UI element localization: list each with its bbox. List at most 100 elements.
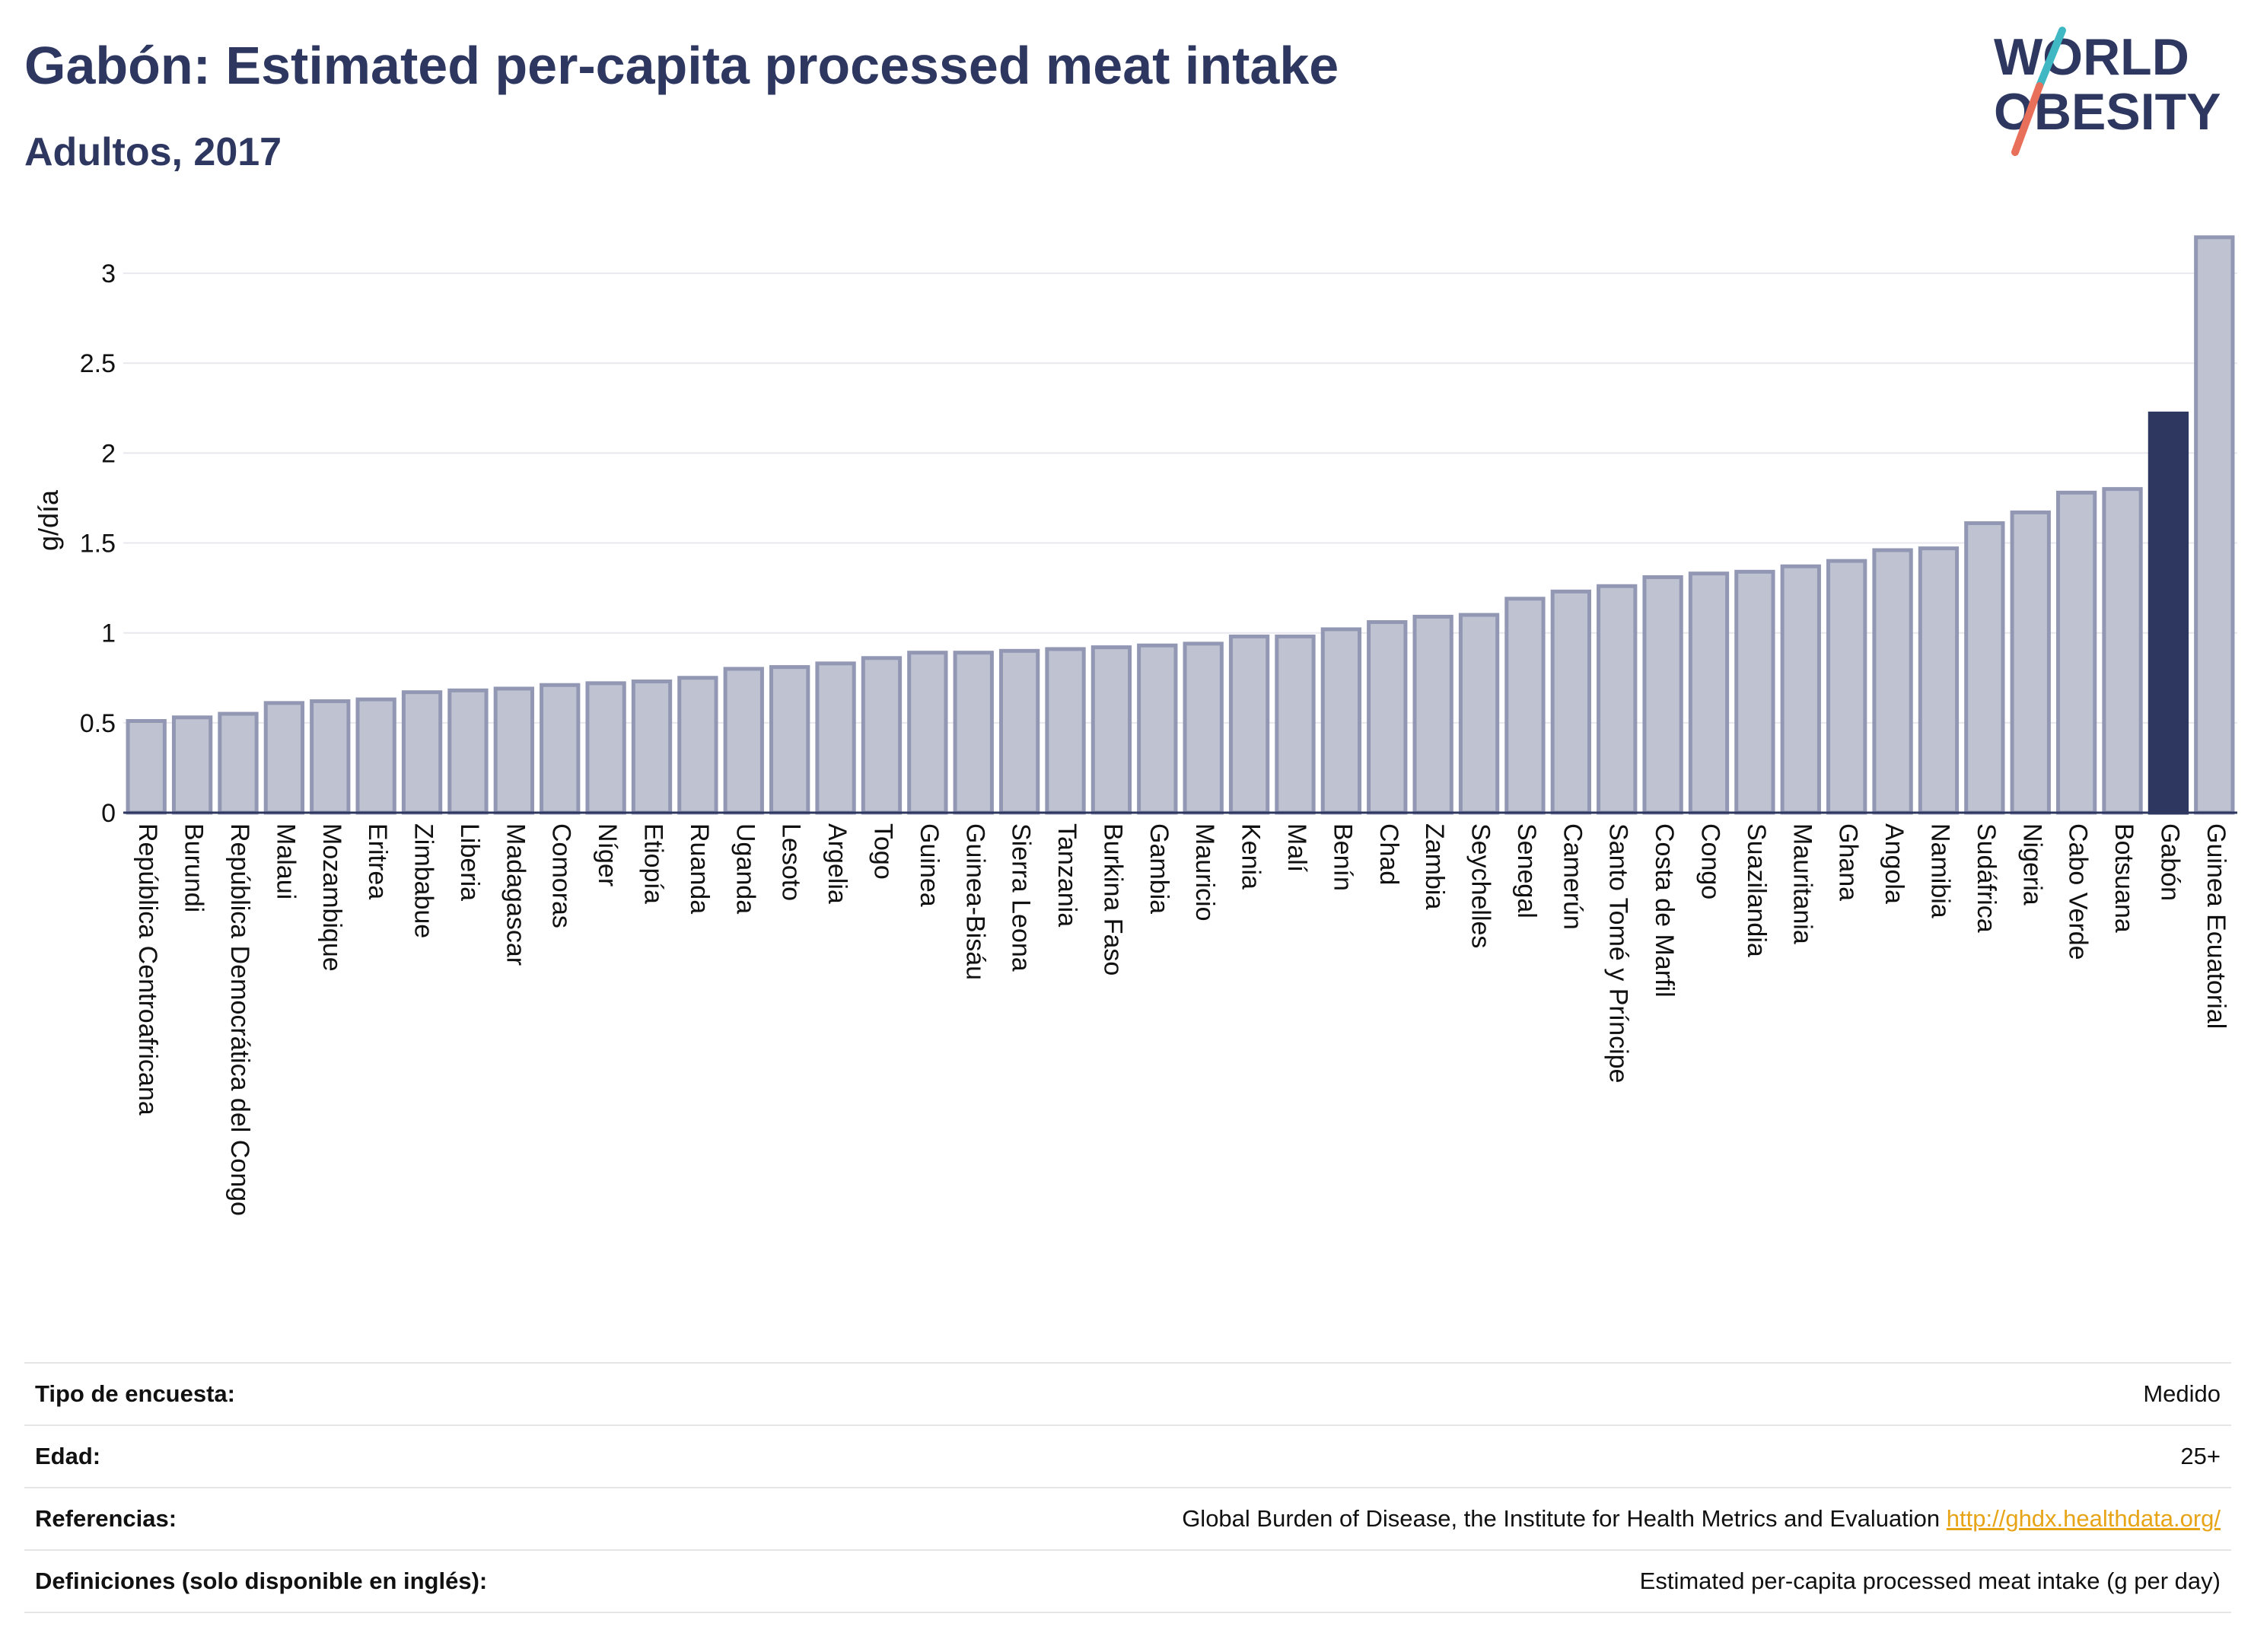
bar xyxy=(2194,235,2235,815)
x-category-label: Senegal xyxy=(1512,823,1541,918)
x-category-label: Santo Tomé y Príncipe xyxy=(1604,823,1633,1083)
x-category-label: Guinea-Bisáu xyxy=(960,823,989,980)
x-category-label: Togo xyxy=(868,823,897,880)
chart-subtitle: Adultos, 2017 xyxy=(24,130,282,174)
bar xyxy=(1826,559,1867,815)
bar xyxy=(723,667,764,815)
bar-chart: 0 0.5 1 1.5 2 2.5 3 República Centroafricana Bu… xyxy=(33,235,2237,1216)
references-label: Referencias: xyxy=(35,1505,177,1532)
bar xyxy=(1090,645,1132,815)
bar xyxy=(401,690,443,815)
bar xyxy=(677,676,718,815)
x-category-label: Comoras xyxy=(547,823,576,928)
bar xyxy=(2055,490,2097,815)
x-category-label: República Democrática del Congo xyxy=(225,823,254,1216)
x-category-label: Gambia xyxy=(1145,823,1173,914)
survey-type-value: Medido xyxy=(2143,1380,2221,1407)
bar xyxy=(1550,589,1591,815)
x-category-label: Lesoto xyxy=(777,823,806,901)
x-category-label: Liberia xyxy=(455,823,484,901)
info-row-survey: Tipo de encuesta: Medido xyxy=(24,1363,2231,1425)
x-category-label: Mauritania xyxy=(1788,823,1816,944)
x-category-label: Guinea xyxy=(915,823,944,907)
x-category-label: Congo xyxy=(1696,823,1725,899)
info-table: Tipo de encuesta: Medido Edad: 25+ Refer… xyxy=(24,1362,2231,1613)
x-category-label: Suazilandia xyxy=(1742,823,1771,957)
y-tick-label: 2 xyxy=(101,439,116,468)
bar xyxy=(998,648,1040,815)
info-row-age: Edad: 25+ xyxy=(24,1425,2231,1488)
logo-line-1: WORLD xyxy=(1994,28,2189,86)
x-category-label: Malí xyxy=(1282,823,1311,873)
y-tick-label: 1.5 xyxy=(80,530,116,559)
x-category-label: Namibia xyxy=(1925,823,1954,918)
bar xyxy=(1642,575,1683,815)
x-category-label: Mozambique xyxy=(317,823,346,972)
definitions-label: Definiciones (solo disponible en inglés)… xyxy=(35,1568,488,1594)
bars xyxy=(126,235,2235,815)
x-category-label: Uganda xyxy=(731,823,759,914)
x-category-label: Mauricio xyxy=(1190,823,1219,921)
world-obesity-logo: WORLD OBESITY xyxy=(1994,27,2221,156)
bar xyxy=(1734,569,1775,815)
references-link[interactable]: http://ghdx.healthdata.org/ xyxy=(1946,1505,2221,1532)
x-category-label: Nigeria xyxy=(2017,823,2046,906)
x-category-label: Chad xyxy=(1374,823,1403,885)
x-category-label: Gabón xyxy=(2155,823,2184,901)
bar xyxy=(1918,546,1960,815)
bar xyxy=(1688,571,1730,815)
bar xyxy=(861,656,903,815)
x-axis-labels: República Centroafricana Burundi República… xyxy=(133,823,2230,1216)
y-tick-label: 3 xyxy=(101,259,116,288)
bar xyxy=(447,688,489,815)
bar xyxy=(2010,510,2051,815)
bar xyxy=(1228,634,1270,815)
y-tick-label: 0 xyxy=(101,799,116,828)
definitions-value: Estimated per-capita processed meat inta… xyxy=(1639,1568,2221,1594)
x-category-label: Sierra Leona xyxy=(1007,823,1036,972)
bar xyxy=(218,711,259,815)
bar xyxy=(907,651,948,815)
bar xyxy=(1137,643,1178,815)
x-category-label: Sudáfrica xyxy=(1972,823,2001,933)
bar xyxy=(493,686,534,815)
chart-title: Gabón: Estimated per-capita processed me… xyxy=(24,36,1339,95)
y-tick-label: 0.5 xyxy=(80,709,116,738)
y-axis-title: g/día xyxy=(33,489,64,551)
age-value: 25+ xyxy=(2180,1443,2221,1469)
survey-type-label: Tipo de encuesta: xyxy=(35,1380,235,1407)
x-category-label: Costa de Marfil xyxy=(1650,823,1679,998)
logo-slash-teal xyxy=(2036,27,2066,90)
x-category-label: Zambia xyxy=(1420,823,1449,909)
x-category-label: Zimbabue xyxy=(409,823,438,938)
x-category-label: Kenia xyxy=(1237,823,1266,890)
x-category-label: Etiopía xyxy=(639,823,668,904)
x-category-label: Angola xyxy=(1880,823,1909,904)
x-category-label: Seychelles xyxy=(1466,823,1495,948)
bar xyxy=(1412,614,1453,815)
bar xyxy=(953,651,994,815)
info-row-references: Referencias: Global Burden of Disease, t… xyxy=(24,1488,2231,1550)
bar xyxy=(585,681,626,815)
x-category-label: Cabo Verde xyxy=(2064,823,2093,960)
bar xyxy=(263,701,305,815)
x-category-label: Tanzania xyxy=(1052,823,1081,927)
bar xyxy=(2148,411,2189,815)
x-category-label: Madagascar xyxy=(501,823,530,966)
y-tick-label: 2.5 xyxy=(80,349,116,378)
y-tick-label: 1 xyxy=(101,619,116,648)
x-category-label: Eritrea xyxy=(363,823,392,899)
x-category-label: Ruanda xyxy=(685,823,714,914)
x-category-label: Argelia xyxy=(823,823,852,904)
bar xyxy=(540,683,581,815)
references-text: Global Burden of Disease, the Institute … xyxy=(1182,1505,1947,1532)
bar xyxy=(2102,487,2143,815)
bar xyxy=(1045,647,1086,815)
bar xyxy=(1320,627,1362,815)
logo-slash-coral xyxy=(2011,82,2043,156)
age-label: Edad: xyxy=(35,1443,101,1469)
info-row-definitions: Definiciones (solo disponible en inglés)… xyxy=(24,1550,2231,1612)
bar xyxy=(1275,634,1316,815)
bar xyxy=(1964,521,2005,815)
bar xyxy=(171,715,213,815)
